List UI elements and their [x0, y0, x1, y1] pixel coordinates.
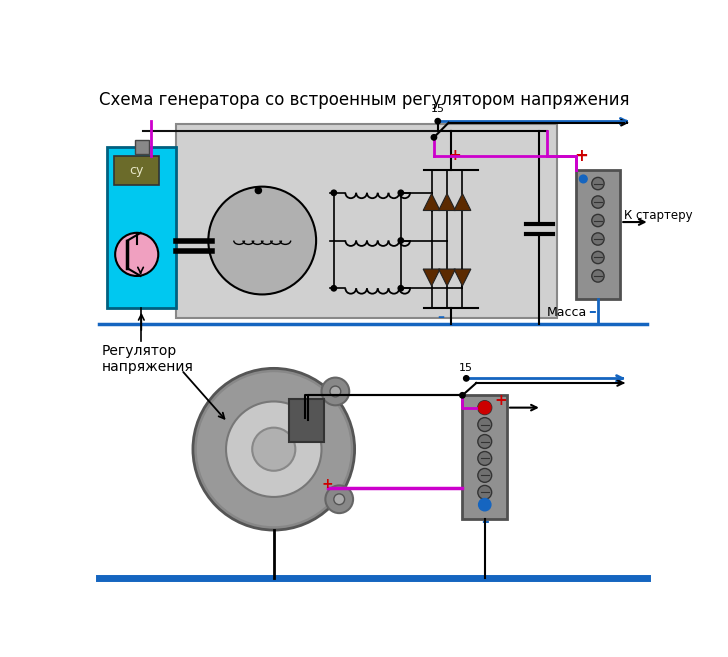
Text: К стартеру: К стартеру: [624, 210, 693, 223]
Circle shape: [478, 486, 491, 499]
Text: Регулятор
напряжения: Регулятор напряжения: [102, 344, 194, 374]
Bar: [462, 396, 507, 518]
Text: –: –: [588, 304, 596, 319]
Circle shape: [478, 418, 491, 432]
Circle shape: [193, 369, 355, 530]
Bar: [114, 156, 159, 185]
Circle shape: [331, 286, 336, 291]
Circle shape: [398, 238, 403, 243]
Circle shape: [435, 118, 440, 124]
Circle shape: [478, 401, 491, 415]
Bar: [107, 147, 176, 308]
Circle shape: [592, 252, 604, 263]
Polygon shape: [454, 269, 471, 286]
Circle shape: [464, 376, 469, 381]
Circle shape: [592, 196, 604, 208]
Polygon shape: [454, 194, 471, 210]
Circle shape: [256, 187, 261, 194]
Text: 15: 15: [431, 104, 445, 114]
Circle shape: [226, 401, 322, 497]
Circle shape: [478, 401, 491, 414]
Circle shape: [478, 434, 491, 449]
Circle shape: [325, 486, 353, 513]
Text: –: –: [481, 514, 488, 529]
Circle shape: [592, 177, 604, 190]
Text: 15: 15: [459, 363, 473, 373]
Bar: [135, 141, 149, 154]
Circle shape: [478, 468, 491, 482]
Text: +: +: [322, 477, 333, 491]
Circle shape: [331, 190, 336, 196]
Circle shape: [592, 214, 604, 227]
Circle shape: [592, 233, 604, 245]
Text: –: –: [438, 309, 444, 324]
Circle shape: [579, 175, 587, 183]
Circle shape: [478, 451, 491, 465]
Circle shape: [208, 187, 316, 294]
Text: Масса: Масса: [547, 306, 587, 319]
Circle shape: [459, 393, 465, 398]
Circle shape: [431, 135, 437, 140]
Circle shape: [322, 378, 349, 405]
Text: +: +: [448, 148, 461, 164]
Circle shape: [334, 494, 344, 505]
Circle shape: [197, 373, 351, 526]
Polygon shape: [423, 269, 440, 286]
Circle shape: [398, 286, 403, 291]
Circle shape: [592, 270, 604, 282]
Circle shape: [398, 190, 403, 196]
Text: су: су: [130, 164, 144, 177]
Circle shape: [330, 386, 341, 397]
Polygon shape: [423, 194, 440, 210]
Bar: [289, 399, 324, 442]
Text: +: +: [574, 147, 588, 165]
Text: Схема генератора со встроенным регулятором напряжения: Схема генератора со встроенным регулятор…: [99, 91, 630, 109]
Circle shape: [252, 428, 296, 471]
Bar: [576, 170, 620, 299]
Text: +: +: [494, 392, 507, 407]
Polygon shape: [438, 194, 456, 210]
Polygon shape: [438, 269, 456, 286]
Bar: [176, 124, 557, 317]
Circle shape: [115, 233, 158, 276]
Circle shape: [478, 499, 491, 510]
